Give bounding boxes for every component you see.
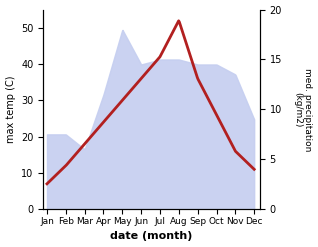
X-axis label: date (month): date (month) xyxy=(110,231,193,242)
Y-axis label: med. precipitation
(kg/m2): med. precipitation (kg/m2) xyxy=(293,68,313,151)
Y-axis label: max temp (C): max temp (C) xyxy=(5,76,16,143)
